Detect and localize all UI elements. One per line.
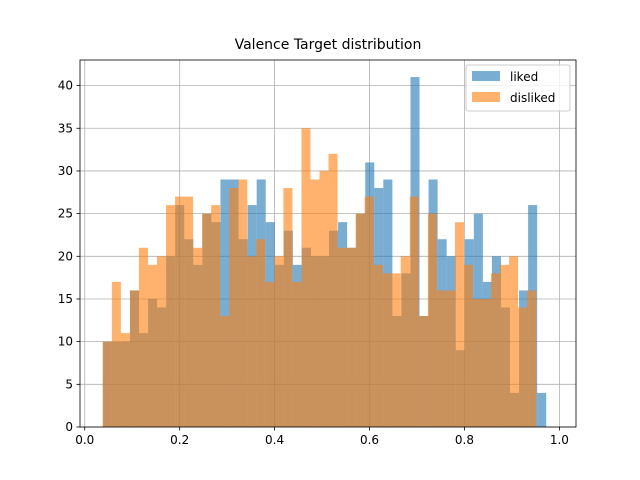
- bar-disliked-3: [129, 290, 139, 427]
- bar-disliked-4: [138, 247, 148, 427]
- y-tick-label-2: 10: [58, 335, 73, 349]
- bar-disliked-47: [527, 290, 537, 427]
- bar-disliked-15: [238, 179, 248, 427]
- chart-title: Valence Target distribution: [235, 37, 422, 53]
- bar-disliked-43: [491, 273, 501, 427]
- y-tick-label-4: 20: [58, 249, 73, 263]
- bar-disliked-12: [211, 205, 221, 427]
- legend-label-liked: liked: [510, 70, 538, 84]
- bar-disliked-19: [274, 256, 284, 427]
- bar-disliked-45: [509, 256, 519, 427]
- bar-disliked-0: [102, 341, 112, 427]
- bar-disliked-31: [382, 273, 392, 427]
- y-tick-label-8: 40: [58, 79, 73, 93]
- bar-disliked-35: [418, 316, 428, 427]
- axes-frame: [79, 59, 577, 428]
- bar-disliked-7: [166, 205, 176, 427]
- bar-disliked-37: [436, 290, 446, 427]
- bar-disliked-20: [283, 188, 293, 427]
- bar-disliked-26: [337, 247, 347, 427]
- y-tick-label-3: 15: [58, 292, 73, 306]
- bar-disliked-1: [111, 281, 121, 427]
- bar-disliked-22: [301, 128, 311, 428]
- bar-disliked-42: [481, 298, 492, 427]
- bar-disliked-9: [184, 196, 194, 427]
- x-tick-label-3: 0.6: [360, 433, 379, 447]
- bar-disliked-2: [120, 333, 130, 427]
- bar-disliked-10: [193, 247, 203, 427]
- bar-disliked-38: [445, 290, 455, 427]
- x-tick-label-2: 0.4: [265, 433, 284, 447]
- legend-swatch-disliked: [472, 92, 500, 102]
- bar-disliked-21: [292, 281, 302, 427]
- bar-disliked-23: [310, 179, 320, 427]
- x-tick-label-4: 0.8: [455, 433, 474, 447]
- bar-disliked-11: [202, 213, 212, 427]
- bar-disliked-16: [247, 256, 257, 427]
- y-tick-label-1: 5: [65, 377, 73, 391]
- bar-disliked-28: [355, 213, 365, 427]
- bar-liked-13: [220, 179, 230, 427]
- bar-disliked-32: [391, 273, 401, 427]
- x-tick-label-0: 0.0: [75, 433, 94, 447]
- bar-disliked-14: [229, 188, 239, 427]
- bar-disliked-30: [373, 264, 383, 427]
- bar-disliked-24: [319, 170, 329, 427]
- legend-label-disliked: disliked: [510, 91, 555, 105]
- bar-disliked-8: [175, 196, 185, 427]
- bars-disliked: [102, 128, 537, 428]
- legend: liked disliked: [465, 64, 571, 112]
- legend-swatch-liked: [472, 71, 500, 81]
- bar-disliked-17: [256, 239, 266, 427]
- bar-disliked-27: [346, 247, 356, 427]
- y-tick-label-0: 0: [65, 420, 73, 434]
- bar-disliked-40: [463, 264, 473, 427]
- bar-disliked-6: [156, 256, 167, 427]
- bar-disliked-34: [409, 196, 419, 427]
- bar-disliked-44: [500, 264, 510, 427]
- bar-disliked-5: [147, 264, 157, 427]
- y-tick-label-7: 35: [58, 121, 73, 135]
- bar-disliked-41: [472, 298, 482, 427]
- axis-ticks: 0.0 0.2 0.4 0.6 0.8 1.0 0 5 10 15 20 25 30 35 40: [58, 79, 569, 447]
- bar-disliked-29: [364, 196, 374, 427]
- y-tick-label-6: 30: [58, 164, 73, 178]
- bar-liked-48: [537, 392, 547, 427]
- bar-disliked-36: [427, 213, 437, 427]
- bar-disliked-13: [220, 316, 230, 427]
- bar-disliked-18: [265, 281, 275, 427]
- bar-disliked-33: [400, 256, 410, 427]
- x-tick-label-1: 0.2: [170, 433, 189, 447]
- x-tick-label-5: 1.0: [550, 433, 569, 447]
- bar-disliked-39: [454, 222, 464, 427]
- bar-disliked-25: [328, 153, 338, 427]
- bar-disliked-46: [518, 307, 528, 427]
- y-tick-label-5: 25: [58, 207, 73, 221]
